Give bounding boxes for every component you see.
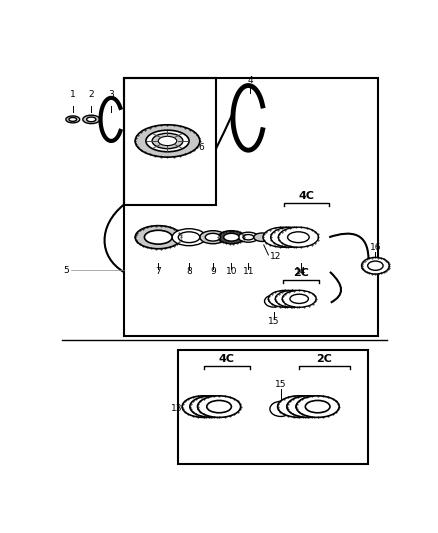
Ellipse shape [276, 294, 294, 303]
Ellipse shape [361, 257, 389, 274]
Text: 15: 15 [275, 380, 286, 389]
Ellipse shape [280, 232, 301, 243]
Ellipse shape [178, 232, 200, 243]
Ellipse shape [272, 232, 294, 243]
Ellipse shape [69, 117, 77, 122]
Text: 4C: 4C [219, 354, 235, 364]
Text: 16: 16 [370, 243, 381, 252]
Ellipse shape [287, 396, 330, 417]
Ellipse shape [278, 396, 321, 417]
Ellipse shape [283, 294, 301, 303]
Text: 6: 6 [198, 143, 204, 151]
Text: 4C: 4C [298, 191, 314, 201]
Ellipse shape [152, 133, 183, 149]
Ellipse shape [191, 400, 216, 413]
Text: 8: 8 [186, 268, 192, 276]
Text: 5: 5 [64, 266, 70, 275]
Text: 3: 3 [109, 90, 114, 99]
Text: 13: 13 [171, 405, 183, 414]
Ellipse shape [290, 294, 308, 303]
Ellipse shape [296, 396, 339, 417]
Ellipse shape [205, 233, 221, 241]
Ellipse shape [224, 233, 239, 241]
Ellipse shape [243, 235, 254, 240]
Bar [177, 350, 368, 464]
Ellipse shape [146, 130, 189, 152]
Ellipse shape [263, 227, 303, 247]
Ellipse shape [172, 229, 206, 246]
Text: 4: 4 [247, 76, 253, 85]
Text: 15: 15 [268, 318, 279, 326]
Ellipse shape [268, 290, 302, 308]
Ellipse shape [254, 233, 271, 241]
Ellipse shape [296, 400, 321, 413]
Text: 1: 1 [70, 90, 76, 99]
Ellipse shape [287, 400, 311, 413]
Ellipse shape [190, 396, 233, 417]
Ellipse shape [135, 125, 200, 157]
Text: 12: 12 [270, 252, 281, 261]
Ellipse shape [271, 227, 311, 247]
Text: 9: 9 [210, 268, 216, 276]
Ellipse shape [200, 231, 226, 244]
Ellipse shape [83, 115, 100, 124]
Ellipse shape [238, 232, 258, 242]
Ellipse shape [182, 396, 225, 417]
Text: 11: 11 [243, 268, 254, 276]
Ellipse shape [276, 290, 309, 308]
Ellipse shape [279, 227, 318, 247]
Bar [124, 78, 216, 205]
Ellipse shape [282, 290, 316, 308]
Ellipse shape [305, 400, 330, 413]
Ellipse shape [135, 225, 181, 249]
Ellipse shape [218, 231, 244, 244]
Ellipse shape [367, 261, 383, 270]
Text: 2C: 2C [316, 354, 332, 364]
Ellipse shape [207, 400, 231, 413]
Text: 10: 10 [226, 268, 237, 276]
Ellipse shape [288, 232, 309, 243]
Ellipse shape [265, 295, 283, 307]
Text: 14: 14 [295, 268, 307, 276]
Text: 7: 7 [155, 268, 161, 276]
Text: 2C: 2C [293, 268, 309, 278]
Ellipse shape [87, 117, 96, 122]
Ellipse shape [198, 396, 240, 417]
Text: 2: 2 [88, 90, 94, 99]
Bar [124, 78, 378, 336]
Ellipse shape [145, 230, 172, 244]
Ellipse shape [66, 116, 80, 123]
Ellipse shape [158, 136, 177, 146]
Ellipse shape [199, 400, 224, 413]
Ellipse shape [270, 401, 291, 416]
